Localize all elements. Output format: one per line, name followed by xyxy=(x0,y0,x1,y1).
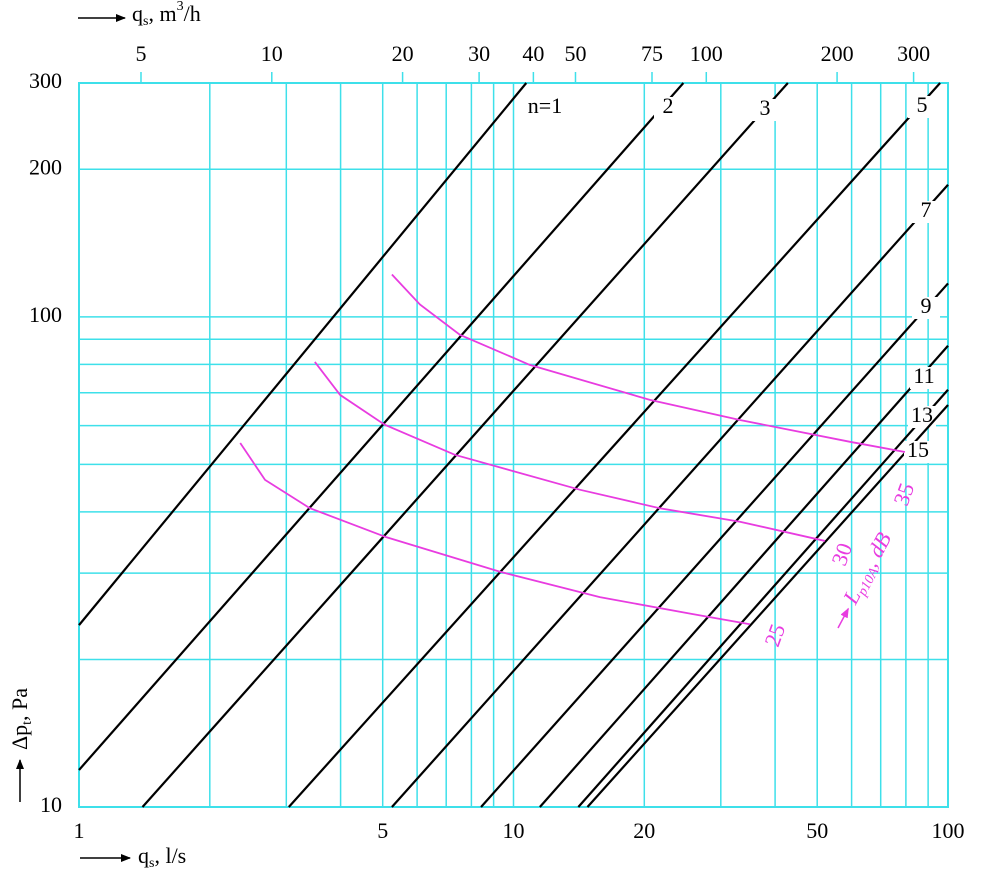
label-bg xyxy=(912,201,940,223)
line-label: 15 xyxy=(907,437,929,462)
plot-frame xyxy=(78,82,949,808)
x-tick-label: 100 xyxy=(932,818,965,843)
n-line xyxy=(141,82,789,808)
x-axis-label-main: q xyxy=(138,843,149,868)
level-curve xyxy=(391,273,906,453)
curve-label: 35 xyxy=(888,480,919,509)
label-bg xyxy=(751,99,779,121)
x2-axis-label-rest: , m xyxy=(148,1,176,26)
curve-label: 25 xyxy=(759,621,790,650)
curve-axis-label: Lp10A, dB xyxy=(837,528,899,610)
x-tick-label: 10 xyxy=(503,818,525,843)
line-label: n=1 xyxy=(528,93,562,118)
y-axis-label-main: Δp xyxy=(7,725,32,750)
line-label: 3 xyxy=(760,95,771,120)
n-line xyxy=(586,404,949,808)
n-line xyxy=(391,184,949,808)
x-tick-label: 1 xyxy=(74,818,85,843)
label-bg xyxy=(908,406,936,428)
x2-tick-label: 30 xyxy=(468,41,490,66)
y-tick-label: 300 xyxy=(29,68,62,93)
label-bg xyxy=(910,367,938,389)
line-label: 11 xyxy=(913,363,934,388)
x2-axis-label: qs, m3/h xyxy=(132,0,201,29)
x-axis-label-rest: , l/s xyxy=(154,843,186,868)
label-bg xyxy=(904,441,932,463)
y-tick-label: 10 xyxy=(40,792,62,817)
x-axis-label: qs, l/s xyxy=(138,843,186,871)
x-tick-label: 50 xyxy=(806,818,828,843)
n-line xyxy=(287,82,941,808)
n-line xyxy=(78,82,685,771)
y-axis-label-sub: t xyxy=(20,721,35,725)
x2-tick-label: 50 xyxy=(564,41,586,66)
x-axis-label-sub: s xyxy=(149,856,154,871)
line-label: 5 xyxy=(917,92,928,117)
x2-tick-label: 200 xyxy=(821,41,854,66)
curve-label: 30 xyxy=(826,540,857,569)
label-bg xyxy=(654,97,682,119)
line-label: 7 xyxy=(921,197,932,222)
x2-axis-label-end: /h xyxy=(184,1,201,26)
y-axis-label: Δpt, Pa xyxy=(7,688,35,750)
x2-tick-label: 300 xyxy=(897,41,930,66)
n-line xyxy=(539,345,949,808)
x2-tick-label: 5 xyxy=(135,41,146,66)
x2-tick-label: 20 xyxy=(392,41,414,66)
x2-tick-label: 100 xyxy=(690,41,723,66)
x2-tick-label: 40 xyxy=(522,41,544,66)
x2-tick-label: 75 xyxy=(641,41,663,66)
x-tick-label: 5 xyxy=(377,818,388,843)
x2-axis-label-sub: s xyxy=(143,14,148,29)
y-tick-label: 200 xyxy=(29,154,62,179)
n-line xyxy=(78,82,528,626)
label-bg xyxy=(912,297,940,319)
line-label: 13 xyxy=(911,402,933,427)
x-tick-label: 20 xyxy=(633,818,655,843)
level-curve xyxy=(314,361,826,542)
line-label: 2 xyxy=(663,93,674,118)
curve-arrow xyxy=(837,607,849,629)
line-label: 9 xyxy=(921,293,932,318)
level-curve xyxy=(239,442,751,626)
x2-axis-label-main: q xyxy=(132,1,143,26)
n-line xyxy=(480,282,949,808)
label-bg xyxy=(531,97,559,119)
n-line xyxy=(577,389,949,808)
x2-axis-label-sup: 3 xyxy=(177,0,184,14)
x2-tick-label: 10 xyxy=(261,41,283,66)
curve-axis-label-rest: , dB xyxy=(858,528,897,571)
label-bg xyxy=(908,96,936,118)
y-axis-label-rest: , Pa xyxy=(7,688,32,721)
y-tick-label: 100 xyxy=(29,302,62,327)
